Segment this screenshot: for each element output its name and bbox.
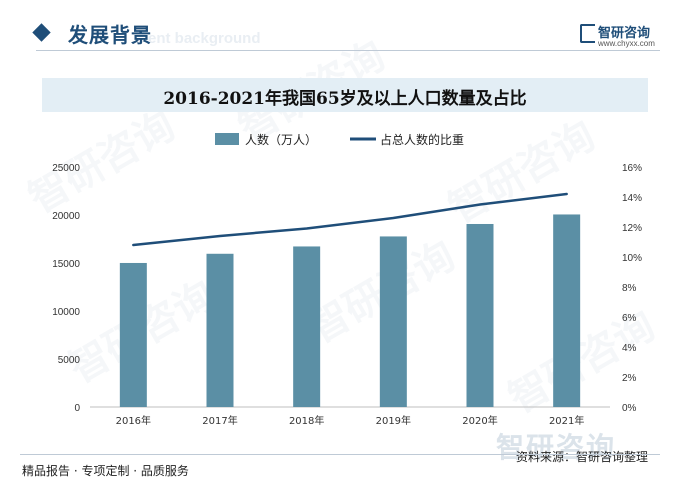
combo-chart: 0 5000 10000 15000 20000 25000 0% 2% 4% 6% 8% 10% 12… (52, 132, 642, 427)
y-left-tick-label: 15000 (52, 259, 80, 270)
bar (293, 246, 321, 407)
y-right-tick-label: 6% (622, 313, 637, 324)
y-right-tick-label: 0% (622, 403, 637, 414)
section-title-english: ent background (148, 30, 261, 47)
bar (379, 236, 407, 407)
x-tick-label: 2017年 (202, 414, 237, 427)
bar (553, 214, 581, 407)
y-right-tick-label: 16% (622, 163, 642, 174)
series-line (132, 192, 568, 247)
footer-divider (20, 454, 660, 455)
x-tick-label: 2021年 (549, 414, 584, 427)
brand-url: www.chyxx.com (598, 39, 655, 48)
source-note: 资料来源：智研咨询整理 (516, 450, 649, 464)
section-title: 发展背景 (68, 23, 152, 47)
y-left-tick-label: 25000 (52, 163, 80, 174)
y-right-tick-label: 4% (622, 343, 637, 354)
x-tick-label: 2020年 (462, 414, 497, 427)
y-left-tick-label: 10000 (52, 307, 80, 318)
header-divider (36, 50, 660, 51)
y-right-tick-label: 2% (622, 373, 637, 384)
brand-name: 智研咨询 (598, 26, 651, 41)
bar (466, 223, 494, 407)
y-right-tick-label: 10% (622, 253, 642, 264)
chart-title-bar: 2016-2021年我国65岁及以上人口数量及占比 (42, 78, 648, 112)
footer-tagline: 精品报告 · 专项定制 · 品质服务 (22, 464, 189, 478)
footer-logo-watermark: 智研咨询 (496, 426, 616, 466)
y-right-tick-label: 8% (622, 283, 637, 294)
y-left-tick-label: 0 (74, 403, 80, 414)
x-tick-label: 2016年 (116, 414, 151, 427)
brand-logo: 智研咨询 www.chyxx.com (580, 22, 670, 50)
y-right-tick-label: 12% (622, 223, 642, 234)
legend-swatch-bar (215, 133, 239, 145)
diamond-icon (32, 23, 51, 42)
brand-logo-icon (580, 24, 595, 43)
legend-label: 占总人数的比重 (380, 132, 464, 147)
bar (206, 253, 234, 407)
page-header: ent background 发展背景 智研咨询 www.chyxx.com (0, 0, 681, 60)
y-left-tick-label: 20000 (52, 211, 80, 222)
bar (119, 262, 147, 407)
x-tick-label: 2018年 (289, 414, 324, 427)
y-left-tick-label: 5000 (58, 355, 81, 366)
x-tick-label: 2019年 (376, 414, 411, 427)
chart-title: 2016-2021年我国65岁及以上人口数量及占比 (163, 89, 527, 109)
footer-logo-text: 智研咨询 (496, 431, 617, 464)
y-right-tick-label: 14% (622, 193, 642, 204)
legend-label: 人数（万人） (245, 132, 317, 147)
